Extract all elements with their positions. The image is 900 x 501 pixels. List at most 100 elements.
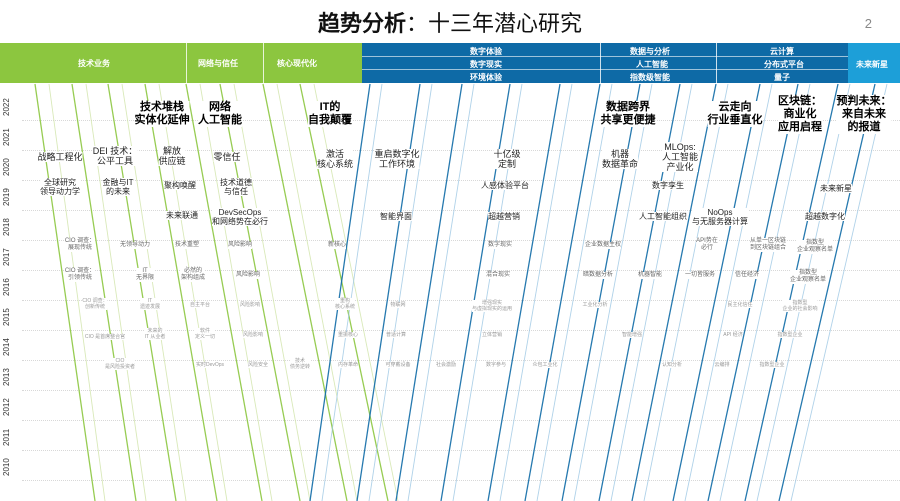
- header-ai: 人工智能: [636, 60, 668, 69]
- header-future-stars: 未来新星: [856, 60, 888, 69]
- trend-item: CIO 调查： 展现传统: [64, 238, 96, 252]
- trend-item: 超越营销: [488, 212, 520, 221]
- trend-item: 人感体验平台: [481, 181, 529, 190]
- trend-item: 众包工业化: [532, 362, 558, 368]
- trend-line: [299, 83, 389, 501]
- trend-item: 未来联通: [166, 211, 198, 220]
- trend-item: 聚构唤醒: [164, 181, 196, 190]
- trend-item: 实时DevOps: [195, 362, 225, 368]
- row-divider: [22, 150, 900, 151]
- trend-item: 自主平台: [189, 302, 211, 308]
- trend-item: 技术堆栈 实体化延伸: [134, 101, 190, 127]
- trend-item: 数字现实: [487, 242, 513, 249]
- trend-item: NoOps 与无服务器计算: [692, 208, 748, 226]
- trend-line: [34, 83, 96, 501]
- trend-item: 云编排: [714, 362, 730, 368]
- trend-item: DEI 技术： 公平工具: [92, 146, 138, 166]
- trend-item: 重启数字化 工作环境: [374, 149, 420, 169]
- trend-item: DevSecOps 和网络势在必行: [212, 208, 268, 226]
- trend-line: [778, 83, 876, 501]
- trend-line: [756, 83, 851, 501]
- trend-item: 必然的 架构组成: [180, 268, 206, 282]
- trend-item: 技术重塑: [174, 242, 200, 249]
- trend-item: 指数型企业: [777, 332, 803, 338]
- header-tech-business: 技术业务: [78, 59, 110, 68]
- trend-item: 人工智能组织: [639, 212, 687, 221]
- trend-item: 风险影响: [239, 302, 261, 308]
- trend-item: 零信任: [213, 152, 241, 162]
- header-exponential-intelligence: 指数级智能: [630, 73, 670, 82]
- row-divider: [22, 420, 900, 421]
- trend-item: 指数型 企业观察名单: [789, 270, 827, 284]
- trend-line: [452, 83, 523, 501]
- trend-line: [185, 83, 263, 501]
- trend-item: 增强现实 与虚拟现实的运用: [471, 300, 513, 312]
- trend-item: 风险影响: [227, 242, 253, 249]
- trend-line: [233, 83, 311, 501]
- trend-line: [356, 83, 421, 501]
- trend-line: [440, 83, 511, 501]
- trend-item: API势在 必行: [696, 238, 718, 252]
- trend-item: 未来新星: [820, 184, 852, 193]
- trend-line: [144, 83, 218, 501]
- trend-item: 信任经济: [734, 272, 760, 279]
- trend-item: 风险安全: [247, 362, 269, 368]
- trend-line: [368, 83, 433, 501]
- trend-line: [524, 83, 601, 501]
- trend-line: [407, 83, 475, 501]
- trend-line: [536, 83, 613, 501]
- trend-item: 区块链： 商业化 应用启程: [778, 95, 822, 134]
- trend-item: 机器智能: [637, 272, 663, 279]
- trend-line: [262, 83, 348, 501]
- trend-item: 智能界面: [380, 212, 412, 221]
- trend-item: 重振核心: [337, 332, 359, 338]
- trend-item: 机器 数据革命: [601, 149, 639, 169]
- trend-line: [707, 83, 799, 501]
- trend-line: [276, 83, 358, 501]
- trend-line: [744, 83, 839, 501]
- trend-item: 激活 核心系统: [316, 149, 354, 169]
- header-cyber-trust: 网络与信任: [198, 59, 238, 68]
- trend-line: [487, 83, 561, 501]
- trend-line: [672, 83, 761, 501]
- trend-item: 技术 债务逆转: [289, 358, 311, 370]
- trend-line: [499, 83, 573, 501]
- trend-item: 从单一区块链 到区块链组合: [749, 238, 787, 252]
- trend-item: IT的 自我颠覆: [308, 101, 352, 127]
- trend-item: 一切皆服务: [684, 272, 716, 279]
- trend-line: [71, 83, 137, 501]
- trend-item: 社会激励: [435, 362, 457, 368]
- trend-item: CIO 调查： 引领传统: [64, 268, 96, 282]
- trend-item: 智能增强: [621, 332, 643, 338]
- trend-line: [199, 83, 273, 501]
- trend-line: [321, 83, 383, 501]
- row-divider: [22, 210, 900, 211]
- trend-item: 云走向 行业垂直化: [707, 101, 763, 127]
- trend-item: 重构 核心系统: [334, 298, 356, 310]
- trend-item: 工业化分析: [582, 302, 608, 308]
- row-divider: [22, 300, 900, 301]
- trend-item: 物联网: [390, 302, 406, 308]
- page-title: 趋势分析：十三年潜心研究: [317, 11, 583, 36]
- trend-line: [719, 83, 811, 501]
- header-data-analytics: 数据与分析: [630, 47, 670, 56]
- row-divider: [22, 390, 900, 391]
- trend-item: 软件 定义一切: [194, 328, 216, 340]
- trend-item: 指数型 企业观察名单: [796, 240, 834, 254]
- trend-item: API 经济: [723, 332, 743, 338]
- trend-item: 全球研究 领导动力学: [40, 178, 80, 196]
- trend-item: 内存革命: [337, 362, 359, 368]
- trend-item: 暗数据分析: [582, 272, 614, 279]
- trend-item: 战略工程化: [37, 152, 83, 162]
- trend-line: [395, 83, 463, 501]
- row-divider: [22, 240, 900, 241]
- trend-item: IT 无界限: [135, 268, 155, 282]
- trend-item: CIO 是风险投资者: [104, 358, 136, 370]
- row-divider: [22, 480, 900, 481]
- trend-item: 解放 供应链: [158, 146, 186, 166]
- header-band-green: [0, 43, 362, 83]
- trend-item: 认知分析: [661, 362, 683, 368]
- trend-item: 技术道德 与信任: [220, 178, 252, 196]
- trend-item: 预判未来： 来自未来 的报道: [836, 95, 892, 134]
